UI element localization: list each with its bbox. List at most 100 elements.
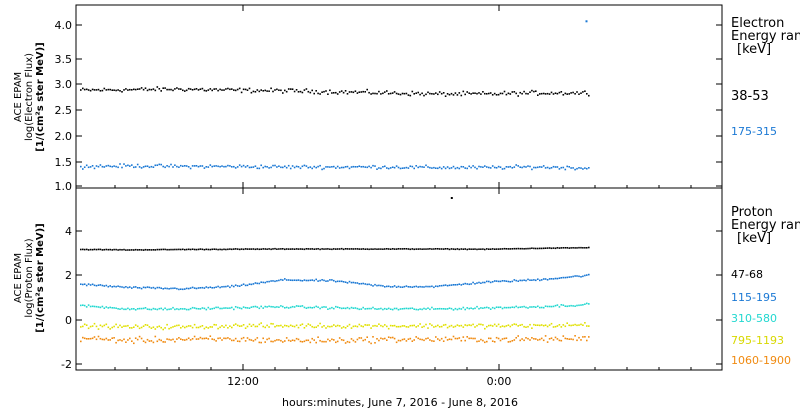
data-point	[376, 325, 378, 327]
data-point	[468, 337, 470, 340]
electron-y-tick-label: 2.0	[55, 130, 73, 143]
data-point	[242, 164, 245, 167]
data-point	[329, 279, 331, 281]
data-point	[544, 278, 547, 280]
data-point	[386, 248, 388, 250]
data-point	[580, 304, 582, 306]
data-point	[588, 94, 590, 97]
data-point	[519, 166, 521, 168]
data-point	[140, 249, 143, 251]
data-point	[511, 91, 514, 93]
data-point	[435, 336, 437, 338]
data-point	[327, 248, 329, 250]
data-point	[358, 323, 361, 326]
data-point	[513, 247, 516, 250]
data-point	[131, 340, 133, 342]
data-point	[129, 327, 131, 329]
data-point	[550, 167, 553, 169]
data-point	[260, 281, 262, 283]
data-point	[491, 94, 494, 96]
data-point	[227, 248, 229, 251]
data-point	[346, 282, 349, 284]
data-point	[466, 167, 468, 170]
x-tick-label: 12:00	[227, 375, 259, 388]
data-point	[127, 249, 129, 251]
data-point	[470, 324, 472, 327]
data-point	[470, 307, 472, 309]
data-point	[548, 324, 551, 326]
data-point	[374, 342, 376, 344]
data-point	[456, 166, 459, 169]
data-point	[558, 306, 561, 308]
data-point	[146, 165, 149, 167]
data-point	[507, 341, 510, 343]
data-point	[462, 248, 465, 250]
data-point	[246, 89, 249, 91]
data-point	[223, 337, 225, 340]
data-point	[446, 339, 449, 341]
data-point	[509, 325, 512, 328]
data-point	[219, 286, 221, 289]
data-point	[256, 337, 259, 339]
data-point	[393, 324, 396, 327]
data-point	[503, 306, 506, 309]
data-point	[588, 303, 590, 305]
data-point	[474, 283, 476, 285]
data-point	[431, 285, 433, 288]
data-point	[193, 248, 196, 251]
data-point	[282, 92, 284, 94]
data-point	[546, 341, 549, 343]
data-point	[105, 337, 108, 340]
data-point	[297, 305, 300, 307]
data-point	[527, 165, 529, 167]
data-point	[568, 93, 570, 95]
data-point	[234, 284, 237, 286]
data-point	[419, 285, 421, 288]
data-point	[346, 340, 349, 343]
data-point	[301, 91, 304, 94]
data-point	[340, 90, 343, 92]
data-point	[468, 248, 470, 250]
data-point	[82, 336, 84, 339]
data-point	[511, 324, 514, 326]
data-point	[511, 280, 514, 283]
data-point	[244, 284, 247, 287]
data-point	[484, 341, 486, 344]
data-point	[225, 248, 227, 251]
data-point	[380, 248, 382, 250]
data-point	[150, 327, 153, 329]
data-point	[427, 285, 429, 288]
data-point	[336, 248, 339, 250]
data-point	[438, 285, 441, 287]
data-point	[578, 324, 580, 326]
data-point	[350, 281, 353, 284]
data-point	[586, 167, 588, 170]
data-point	[452, 248, 455, 250]
data-point	[429, 166, 431, 169]
electron-series-38-53	[80, 86, 590, 97]
data-point	[540, 324, 543, 326]
data-point	[389, 167, 392, 169]
data-point	[476, 167, 478, 170]
data-point	[501, 168, 504, 170]
data-point	[134, 166, 137, 168]
data-point	[305, 339, 308, 342]
data-point	[250, 248, 253, 250]
data-point	[211, 307, 213, 310]
data-point	[268, 305, 270, 308]
data-point	[525, 326, 527, 328]
data-point	[307, 248, 310, 250]
data-point	[113, 307, 115, 309]
data-point	[225, 337, 227, 340]
data-point	[117, 249, 119, 251]
data-point	[142, 325, 145, 327]
data-point	[184, 90, 186, 92]
data-point	[258, 167, 261, 170]
data-point	[280, 89, 282, 92]
data-point	[317, 324, 319, 327]
data-point	[152, 166, 155, 168]
data-point	[284, 165, 286, 168]
data-point	[291, 88, 294, 90]
data-point	[405, 340, 408, 342]
data-point	[413, 324, 415, 327]
